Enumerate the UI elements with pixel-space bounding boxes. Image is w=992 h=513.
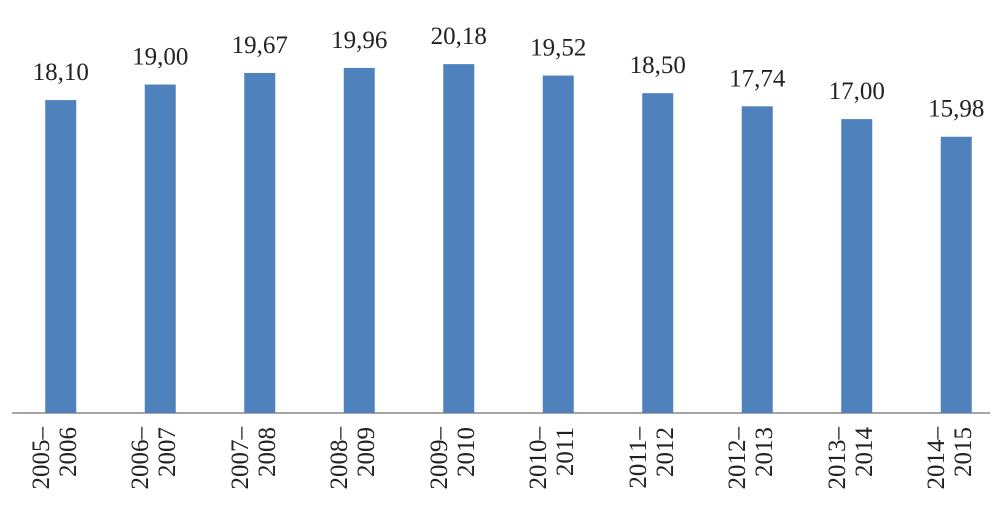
data-label: 19,52: [530, 35, 586, 62]
bar: [542, 75, 574, 414]
data-label: 18,10: [33, 59, 89, 86]
x-tick-label: 2011– 2012: [624, 427, 679, 489]
x-tick-label: 2006– 2007: [127, 427, 182, 490]
bar: [940, 136, 972, 413]
bar: [841, 119, 873, 414]
data-label: 19,67: [232, 32, 288, 59]
x-tick-label: 2008– 2009: [326, 427, 381, 490]
bar: [443, 64, 475, 413]
bar: [642, 93, 674, 413]
data-label: 15,98: [928, 96, 984, 123]
bar: [45, 100, 77, 413]
x-tick-label: 2012– 2013: [724, 427, 779, 490]
bar: [741, 106, 773, 413]
bar: [244, 72, 276, 413]
data-label: 17,00: [829, 78, 885, 105]
x-tick-label: 2009– 2010: [425, 427, 480, 490]
x-tick-label: 2010– 2011: [525, 427, 580, 490]
bar: [343, 67, 375, 414]
data-label: 18,50: [630, 52, 686, 79]
data-label: 19,96: [331, 27, 387, 54]
data-label: 19,00: [132, 44, 188, 71]
data-label: 20,18: [431, 23, 487, 50]
data-label: 17,74: [729, 65, 786, 92]
x-tick-label: 2007– 2008: [226, 427, 281, 490]
x-tick-label: 2013– 2014: [823, 427, 878, 490]
x-tick-label: 2014– 2015: [923, 427, 978, 490]
x-tick-label: 2005– 2006: [27, 427, 82, 490]
bar: [144, 84, 176, 413]
